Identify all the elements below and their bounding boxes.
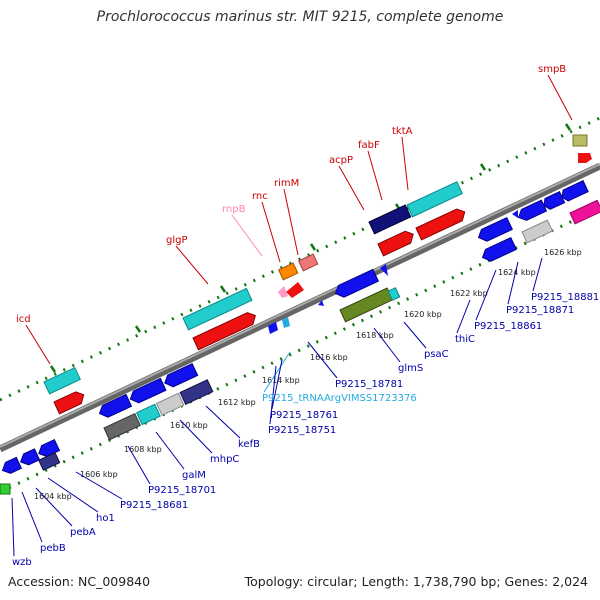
reverse-genes (0, 180, 600, 495)
leader-line (269, 365, 277, 425)
gene-label-acpP: acpP (329, 155, 353, 166)
smpB-gene (572, 134, 588, 147)
ruler-label: 1610 kbp (170, 421, 208, 430)
ruler-label: 1614 kbp (262, 376, 300, 385)
leader-line (231, 214, 263, 257)
ruler-label: 1620 kbp (404, 310, 442, 319)
gene-label-rnpB: rnpB (222, 204, 246, 215)
rnc-gene (277, 262, 299, 281)
leader-line (75, 471, 123, 500)
leader-line (373, 327, 401, 363)
ruler-label: 1618 kbp (356, 331, 394, 340)
accession-text: Accession: NC_009840 (8, 574, 151, 589)
leader-line (35, 487, 73, 527)
ruler-labels: 1604 kbp 1606 kbp 1608 kbp 1610 kbp 1612 kbp… (34, 248, 582, 501)
gene-label-fabF: fabF (358, 140, 380, 151)
ruler-label: 1626 kbp (544, 248, 582, 257)
gene-label-thiC: thiC (455, 334, 475, 345)
inner-tick-row (0, 206, 600, 494)
topology-text: Topology: circular; Length: 1,738,790 bp… (244, 574, 588, 589)
leader-line (127, 445, 151, 485)
leader-line (179, 419, 213, 454)
label-leaders (11, 74, 573, 557)
gene-label-icd: icd (16, 314, 31, 325)
leader-line (11, 497, 15, 557)
leader-line (283, 188, 299, 256)
reverse-gene-labels: P9215_18881 P9215_18871 P9215_18861 thiC psa… (12, 292, 599, 568)
gene-label-P9215_18701: P9215_18701 (148, 485, 216, 496)
gene-label-tktA: tktA (392, 126, 413, 137)
gene-label-rnc: rnc (252, 191, 268, 202)
leader-line (403, 321, 427, 349)
gene-label-kefB: kefB (238, 439, 260, 450)
genome-backbone (0, 162, 600, 453)
leader-line (21, 491, 43, 543)
leader-line (263, 351, 291, 393)
leader-line (307, 341, 338, 379)
gene-label-mhpC: mhpC (210, 454, 239, 465)
leader-line (271, 359, 283, 410)
gene-label-pebA: pebA (70, 527, 96, 538)
ruler-label: 1624 kbp (498, 268, 536, 277)
leader-line (401, 136, 409, 191)
leader-line (338, 165, 365, 211)
ruler-label: 1604 kbp (34, 492, 72, 501)
outer-major-ticks (49, 123, 572, 373)
gene-label-P9215_18881: P9215_18881 (531, 292, 599, 303)
ruler-label: 1622 kbp (450, 289, 488, 298)
leader-line (475, 269, 497, 321)
leader-line (456, 299, 471, 334)
gene-label-P9215_18781: P9215_18781 (335, 379, 403, 390)
leader-line (155, 431, 185, 470)
leader-line (261, 201, 281, 263)
leader-line (367, 150, 383, 201)
gene-label-P9215_18761: P9215_18761 (270, 410, 338, 421)
ruler-label: 1616 kbp (310, 353, 348, 362)
gene-label-P9215_18861: P9215_18861 (474, 321, 542, 332)
gene-label-ho1: ho1 (96, 513, 115, 524)
leader-line (507, 261, 519, 305)
forward-genes (43, 134, 592, 415)
genome-title: Prochlorococcus marinus str. MIT 9215, c… (96, 9, 504, 25)
gene-label-P9215_18751: P9215_18751 (268, 425, 336, 436)
gene-label-P9215_tRNAArgVIMSS1723376: P9215_tRNAArgVIMSS1723376 (262, 393, 417, 404)
gene-label-P9215_18871: P9215_18871 (506, 305, 574, 316)
gene-label-glmS: glmS (398, 363, 423, 374)
ruler-label: 1608 kbp (124, 445, 162, 454)
gene-label-glgP: glgP (166, 235, 188, 246)
leader-line (47, 477, 99, 513)
leader-line (175, 245, 209, 285)
gene-label-smpB: smpB (538, 64, 566, 75)
gene-label-pebB: pebB (40, 543, 66, 554)
ruler-label: 1606 kbp (80, 470, 118, 479)
outer-tick-row (0, 116, 600, 402)
leader-line (532, 257, 543, 292)
gene-label-rimM: rimM (274, 178, 299, 189)
leader-line (547, 74, 573, 121)
gene-label-galM: galM (182, 470, 206, 481)
ruler-label: 1612 kbp (218, 398, 256, 407)
leader-line (205, 405, 241, 439)
gene-label-psaC: psaC (424, 349, 449, 360)
gene-label-P9215_18681: P9215_18681 (120, 500, 188, 511)
leader-line (25, 324, 51, 365)
gene-label-wzb: wzb (12, 557, 32, 568)
